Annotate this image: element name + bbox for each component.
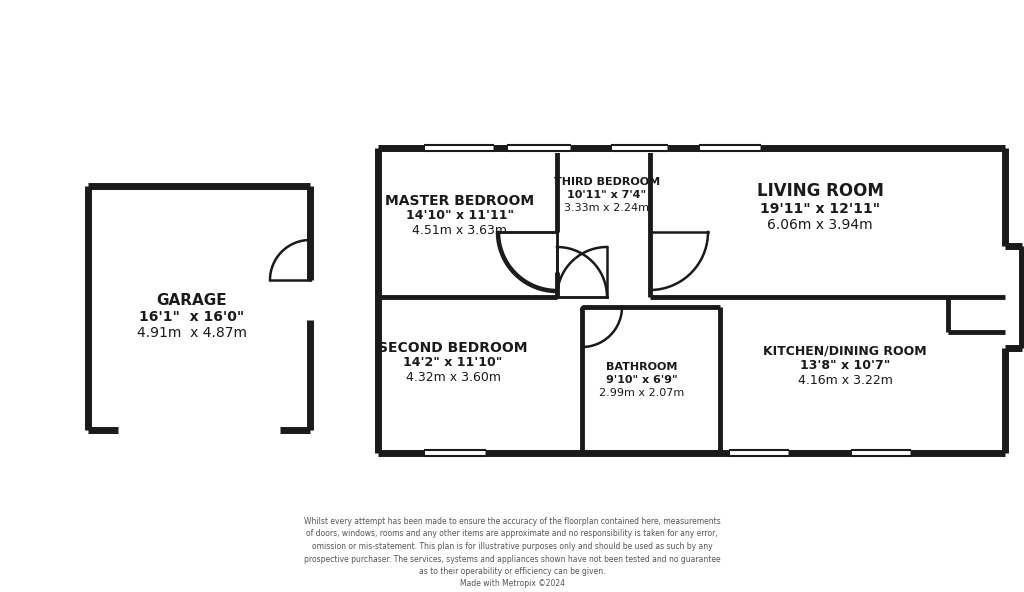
Text: 13'8" x 10'7": 13'8" x 10'7" [800,359,890,372]
Text: THIRD BEDROOM: THIRD BEDROOM [554,177,660,187]
Text: GARAGE: GARAGE [157,293,227,308]
Text: Whilst every attempt has been made to ensure the accuracy of the floorplan conta: Whilst every attempt has been made to en… [304,517,720,588]
Bar [425,143,493,153]
Text: 14'10" x 11'11": 14'10" x 11'11" [406,210,514,223]
Text: LIVING ROOM: LIVING ROOM [757,182,884,200]
Text: 14'2" x 11'10": 14'2" x 11'10" [403,356,503,369]
Text: 19'11" x 12'11": 19'11" x 12'11" [760,202,880,216]
Text: BATHROOM: BATHROOM [606,362,678,372]
Text: 6.06m x 3.94m: 6.06m x 3.94m [767,218,872,232]
Bar [700,143,760,153]
Text: 4.16m x 3.22m: 4.16m x 3.22m [798,374,893,387]
Bar [730,448,788,458]
Text: 16'1"  x 16'0": 16'1" x 16'0" [139,310,245,324]
Text: SECOND BEDROOM: SECOND BEDROOM [378,341,527,355]
Bar [425,448,485,458]
Text: 2.99m x 2.07m: 2.99m x 2.07m [599,388,685,398]
Text: 10'11" x 7'4": 10'11" x 7'4" [567,190,646,200]
Text: KITCHEN/DINING ROOM: KITCHEN/DINING ROOM [763,345,927,358]
Bar [508,143,570,153]
Text: 3.33m x 2.24m: 3.33m x 2.24m [564,202,649,213]
Text: 4.91m  x 4.87m: 4.91m x 4.87m [137,326,247,340]
Text: 4.51m x 3.63m: 4.51m x 3.63m [413,224,508,237]
Text: 9'10" x 6'9": 9'10" x 6'9" [606,375,678,385]
Bar [852,448,910,458]
Text: 4.32m x 3.60m: 4.32m x 3.60m [406,371,501,384]
Text: MASTER BEDROOM: MASTER BEDROOM [385,194,535,208]
Bar [612,143,667,153]
